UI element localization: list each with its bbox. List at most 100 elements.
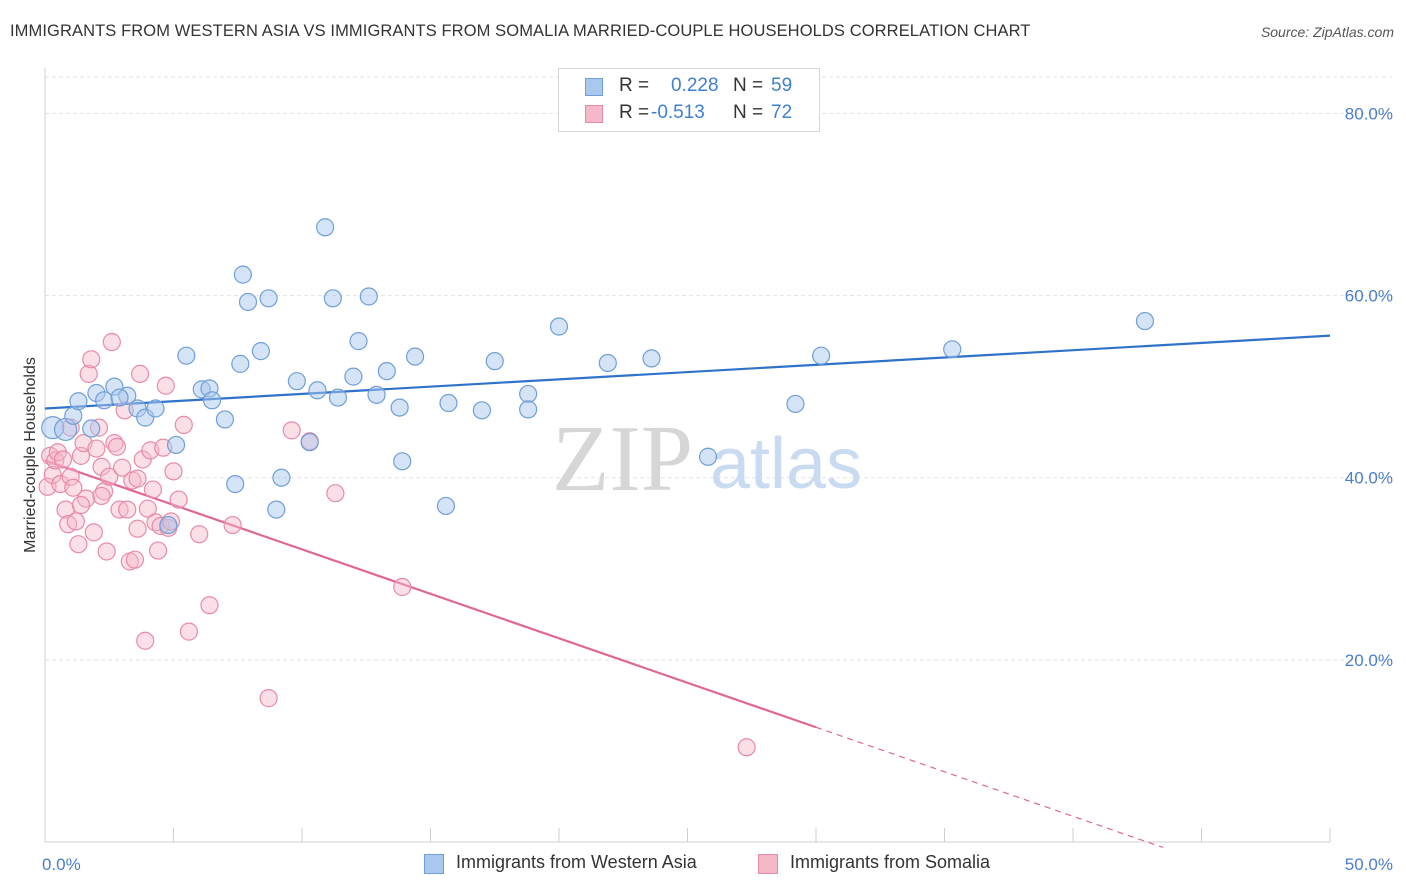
legend-n-label: N = — [733, 102, 764, 123]
legend-r-value: 0.228 — [671, 75, 719, 96]
y-tick-label: 60.0% — [1345, 287, 1393, 306]
data-point-western-asia — [436, 496, 456, 516]
data-point-western-asia — [367, 385, 386, 404]
data-point-western-asia — [344, 367, 363, 386]
data-point-western-asia — [82, 419, 101, 438]
x-tick-label: 0.0% — [42, 855, 81, 874]
data-point-somalia — [128, 519, 147, 538]
data-point-somalia — [53, 450, 73, 469]
data-point-western-asia — [642, 349, 661, 368]
data-point-western-asia — [377, 362, 396, 381]
legend-swatch-blue — [424, 854, 444, 874]
data-point-somalia — [190, 525, 209, 544]
data-point-western-asia — [159, 515, 178, 535]
data-point-somalia — [133, 450, 152, 469]
data-point-somalia — [737, 738, 756, 757]
watermark-zip: ZIP — [552, 407, 693, 511]
data-point-western-asia — [226, 474, 245, 494]
somalia-points — [38, 332, 756, 757]
tick-labels: 20.0% 40.0% 60.0% 80.0% 0.0% 50.0% — [42, 104, 1393, 874]
data-point-western-asia — [267, 500, 286, 519]
data-point-western-asia — [549, 317, 569, 336]
data-point-western-asia — [328, 388, 348, 407]
western-asia-points — [41, 218, 1155, 535]
data-point-somalia — [92, 486, 111, 506]
data-point-somalia — [84, 523, 103, 542]
data-point-somalia — [156, 376, 175, 395]
data-point-western-asia — [698, 447, 718, 466]
data-point-somalia — [164, 462, 183, 481]
data-point-western-asia — [231, 354, 250, 373]
legend-n-label: N = — [733, 75, 764, 96]
data-point-somalia — [97, 542, 116, 561]
data-point-somalia — [87, 439, 106, 458]
data-point-western-asia — [300, 433, 319, 452]
data-point-western-asia — [812, 346, 831, 365]
data-point-western-asia — [359, 287, 378, 306]
y-tick-label: 80.0% — [1345, 104, 1393, 123]
data-point-somalia — [112, 458, 132, 477]
data-point-somalia — [79, 364, 98, 383]
watermark-atlas: atlas — [710, 424, 862, 504]
data-point-somalia — [169, 490, 188, 509]
data-point-western-asia — [1135, 311, 1155, 331]
trendlines — [44, 334, 1331, 849]
y-axis-title: Married-couple Households — [22, 357, 39, 553]
legend-r-label: R = — [619, 102, 650, 123]
x-tick-label: 50.0% — [1345, 855, 1393, 874]
data-point-somalia — [393, 577, 412, 597]
trendline-western-asia — [44, 334, 1331, 410]
data-point-western-asia — [393, 452, 412, 471]
data-point-western-asia — [215, 410, 234, 429]
data-point-western-asia — [166, 435, 186, 455]
data-point-western-asia — [251, 342, 270, 361]
data-point-somalia — [100, 467, 119, 486]
legend-r-label: R = — [619, 75, 650, 96]
data-point-western-asia — [177, 346, 196, 365]
data-point-western-asia — [259, 289, 278, 308]
data-point-somalia — [71, 495, 91, 515]
data-point-western-asia — [146, 399, 165, 418]
data-point-western-asia — [69, 392, 88, 411]
legend-n-value: 59 — [771, 75, 793, 96]
data-point-western-asia — [519, 384, 538, 404]
data-point-western-asia — [485, 352, 504, 371]
data-point-western-asia — [308, 381, 327, 400]
data-point-western-asia — [786, 394, 805, 414]
chart-title: IMMIGRANTS FROM WESTERN ASIA VS IMMIGRAN… — [10, 22, 1031, 40]
data-point-western-asia — [390, 398, 409, 417]
legend-n-value: 72 — [771, 102, 793, 123]
data-point-somalia — [136, 631, 155, 650]
source-label: Source: ZipAtlas.com — [1260, 24, 1394, 40]
data-point-somalia — [118, 500, 137, 519]
data-point-western-asia — [405, 347, 425, 366]
data-point-somalia — [69, 535, 88, 554]
data-point-western-asia — [943, 340, 962, 359]
data-point-western-asia — [316, 218, 335, 237]
y-tick-label: 40.0% — [1345, 469, 1393, 488]
data-point-western-asia — [238, 292, 258, 312]
data-point-somalia — [259, 689, 278, 708]
data-point-somalia — [82, 350, 101, 369]
data-point-somalia — [200, 596, 219, 615]
bottom-legend-label: Immigrants from Western Asia — [456, 852, 697, 872]
legend-swatch-pink — [585, 105, 603, 123]
data-point-western-asia — [272, 468, 291, 487]
y-tick-label: 20.0% — [1345, 651, 1393, 670]
data-point-somalia — [43, 465, 62, 485]
data-point-somalia — [107, 437, 127, 456]
data-point-western-asia — [349, 332, 368, 351]
data-point-somalia — [130, 364, 150, 383]
data-point-somalia — [143, 480, 163, 499]
data-point-western-asia — [598, 353, 617, 373]
data-point-somalia — [179, 622, 199, 641]
legend-swatch-blue — [585, 78, 603, 96]
data-point-somalia — [282, 421, 301, 440]
data-point-western-asia — [439, 393, 458, 413]
correlation-legend: R = 0.228 N = 59 R = -0.513 N = 72 — [558, 68, 820, 132]
data-point-somalia — [110, 500, 129, 519]
data-point-western-asia — [323, 289, 342, 308]
watermark: ZIP atlas — [552, 407, 862, 511]
data-point-somalia — [326, 484, 345, 503]
